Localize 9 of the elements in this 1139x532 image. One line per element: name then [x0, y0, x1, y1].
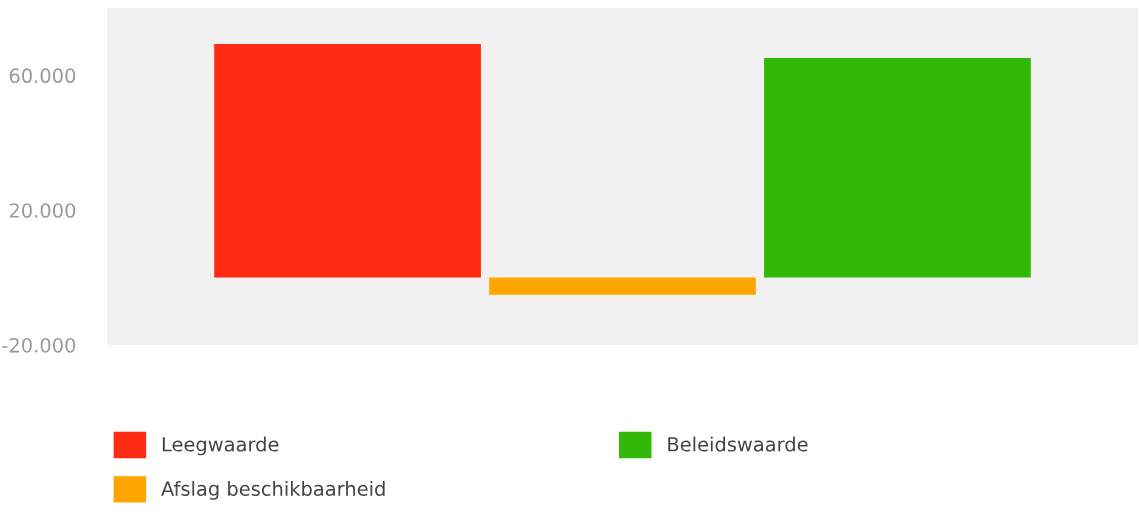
bar: [764, 57, 1031, 278]
legend-label: Beleidswaarde: [668, 436, 808, 452]
y-tick-label: -20.000: [2, 337, 76, 353]
y-tick-label: 20.000: [9, 203, 76, 218]
bar: [214, 44, 481, 278]
y-tick-label: 60.000: [9, 68, 76, 84]
legend-label: Leegwaarde: [162, 436, 279, 456]
legend-label: Afslag beschikbaarheid: [161, 480, 385, 500]
bar: [489, 277, 756, 295]
